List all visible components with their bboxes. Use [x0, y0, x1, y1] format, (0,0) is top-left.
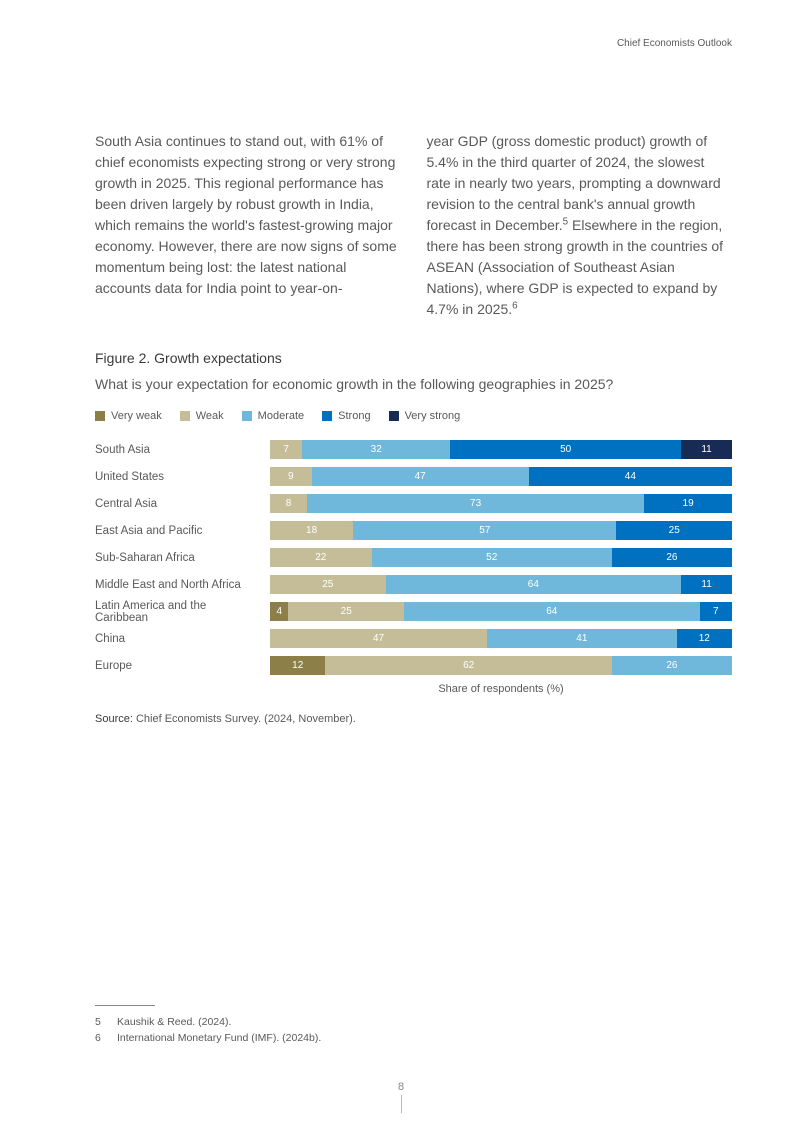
body-col-2: year GDP (gross domestic product) growth…	[427, 131, 733, 320]
legend-label: Very weak	[111, 410, 162, 422]
bar-segment: 7	[270, 440, 302, 459]
legend-label: Moderate	[258, 410, 304, 422]
chart-row: Latin America and the Caribbean425647	[95, 602, 732, 621]
bar: 7325011	[270, 440, 732, 459]
doc-title: Chief Economists Outlook	[617, 38, 732, 49]
bar: 225226	[270, 548, 732, 567]
legend-item: Strong	[322, 410, 370, 422]
chart-row: Europe126226	[95, 656, 732, 675]
bar-segment: 11	[681, 575, 732, 594]
bar-segment: 73	[307, 494, 644, 513]
chart-row: Middle East and North Africa256411	[95, 575, 732, 594]
source-text: Chief Economists Survey. (2024, November…	[133, 713, 356, 725]
row-label: Central Asia	[95, 498, 270, 510]
legend: Very weak Weak Moderate Strong Very strong	[95, 410, 732, 422]
bar-segment: 32	[302, 440, 450, 459]
legend-label: Very strong	[405, 410, 461, 422]
bar-segment: 64	[386, 575, 682, 594]
chart-row: Sub-Saharan Africa225226	[95, 548, 732, 567]
figure-source: Source: Chief Economists Survey. (2024, …	[95, 713, 732, 725]
legend-item: Very strong	[389, 410, 461, 422]
bar-segment: 22	[270, 548, 372, 567]
bar: 256411	[270, 575, 732, 594]
bar-segment: 18	[270, 521, 353, 540]
row-label: Europe	[95, 660, 270, 672]
bar-segment: 12	[677, 629, 732, 648]
chart-row: East Asia and Pacific185725	[95, 521, 732, 540]
chart-row: Central Asia87319	[95, 494, 732, 513]
footnote-ref-6: 6	[512, 300, 517, 311]
bar-segment: 12	[270, 656, 325, 675]
row-label: South Asia	[95, 444, 270, 456]
footnote: 6 International Monetary Fund (IMF). (202…	[95, 1032, 732, 1044]
bar-segment: 11	[681, 440, 732, 459]
bar-segment: 57	[353, 521, 616, 540]
figure-2: Figure 2. Growth expectations What is yo…	[95, 350, 732, 725]
bar-segment: 64	[404, 602, 700, 621]
footnote-rule	[95, 1005, 155, 1006]
bar-segment: 8	[270, 494, 307, 513]
bar-segment: 25	[288, 602, 404, 621]
x-axis-label: Share of respondents (%)	[270, 683, 732, 695]
chart-row: South Asia7325011	[95, 440, 732, 459]
bar-segment: 44	[529, 467, 732, 486]
chart-row: China474112	[95, 629, 732, 648]
bar-segment: 4	[270, 602, 288, 621]
row-label: Sub-Saharan Africa	[95, 552, 270, 564]
legend-label: Weak	[196, 410, 224, 422]
legend-swatch	[242, 411, 252, 421]
source-label: Source:	[95, 713, 133, 725]
footnote-text: International Monetary Fund (IMF). (2024…	[117, 1032, 321, 1044]
bar: 474112	[270, 629, 732, 648]
row-label: China	[95, 633, 270, 645]
legend-label: Strong	[338, 410, 370, 422]
row-label: Latin America and the Caribbean	[95, 600, 270, 624]
bar-segment: 47	[270, 629, 487, 648]
legend-item: Weak	[180, 410, 224, 422]
page-tick	[401, 1095, 402, 1113]
footnote-num: 6	[95, 1032, 105, 1044]
bar-segment: 25	[270, 575, 386, 594]
bar-segment: 26	[612, 548, 732, 567]
row-label: East Asia and Pacific	[95, 525, 270, 537]
row-label: Middle East and North Africa	[95, 579, 270, 591]
legend-swatch	[322, 411, 332, 421]
footnotes: 5 Kaushik & Reed. (2024). 6 International M…	[95, 1005, 732, 1048]
bar: 94744	[270, 467, 732, 486]
legend-swatch	[95, 411, 105, 421]
bar-segment: 47	[312, 467, 529, 486]
bar-segment: 52	[372, 548, 612, 567]
bar-segment: 41	[487, 629, 676, 648]
bar: 126226	[270, 656, 732, 675]
page-number: 8	[0, 1081, 802, 1093]
figure-subtitle: What is your expectation for economic gr…	[95, 376, 732, 392]
bar: 425647	[270, 602, 732, 621]
bar-segment: 7	[700, 602, 732, 621]
legend-item: Moderate	[242, 410, 304, 422]
legend-swatch	[389, 411, 399, 421]
bar: 185725	[270, 521, 732, 540]
bar-segment: 50	[450, 440, 681, 459]
bar-segment: 9	[270, 467, 312, 486]
footnote: 5 Kaushik & Reed. (2024).	[95, 1016, 732, 1028]
bar-segment: 62	[325, 656, 611, 675]
row-label: United States	[95, 471, 270, 483]
legend-swatch	[180, 411, 190, 421]
bar-segment: 19	[644, 494, 732, 513]
legend-item: Very weak	[95, 410, 162, 422]
body-text: South Asia continues to stand out, with …	[95, 131, 732, 320]
bar-segment: 26	[612, 656, 732, 675]
bar: 87319	[270, 494, 732, 513]
bar-segment: 25	[616, 521, 732, 540]
body-col-1: South Asia continues to stand out, with …	[95, 131, 401, 320]
chart-row: United States94744	[95, 467, 732, 486]
footnote-num: 5	[95, 1016, 105, 1028]
stacked-bar-chart: South Asia7325011United States94744Centr…	[95, 440, 732, 675]
figure-title: Figure 2. Growth expectations	[95, 350, 732, 366]
footnote-text: Kaushik & Reed. (2024).	[117, 1016, 231, 1028]
